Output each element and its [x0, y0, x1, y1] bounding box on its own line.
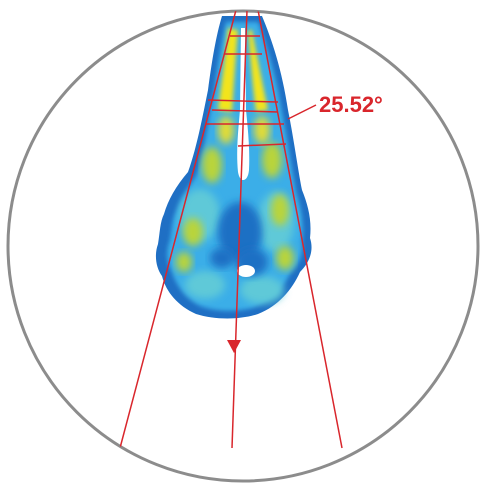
density-heatmap: [155, 16, 312, 319]
heatmap-warm-patch: [202, 147, 222, 183]
heatmap-hot-column-left: [218, 28, 238, 112]
heatmap-dense-region: [210, 248, 234, 268]
angle-label: 25.52°: [319, 92, 383, 117]
canal-void-bottom: [237, 265, 255, 277]
width-marker: [207, 99, 279, 103]
heatmap-patch: [240, 276, 284, 304]
heatmap-warm-patch: [176, 252, 192, 272]
axis-line-center: [231, 11, 248, 449]
heatmap-warm-patch: [183, 218, 203, 246]
heatmap-patch: [185, 271, 225, 299]
heatmap-hot-patch: [218, 116, 234, 144]
width-marker: [237, 143, 287, 147]
heatmap-hot-column-right: [248, 30, 268, 112]
axis-line-left: [119, 11, 237, 449]
angle-leader-line: [287, 104, 317, 120]
heatmap-warm-patch: [276, 246, 294, 270]
heatmap-warm-patch: [271, 194, 289, 226]
heatmap-hot-patch: [254, 116, 270, 144]
direction-arrowhead: [227, 340, 241, 353]
measurement-overlay: [119, 11, 343, 449]
axis-line-right: [257, 11, 343, 449]
width-marker: [211, 109, 279, 113]
heatmap-warm-patch: [262, 142, 282, 178]
